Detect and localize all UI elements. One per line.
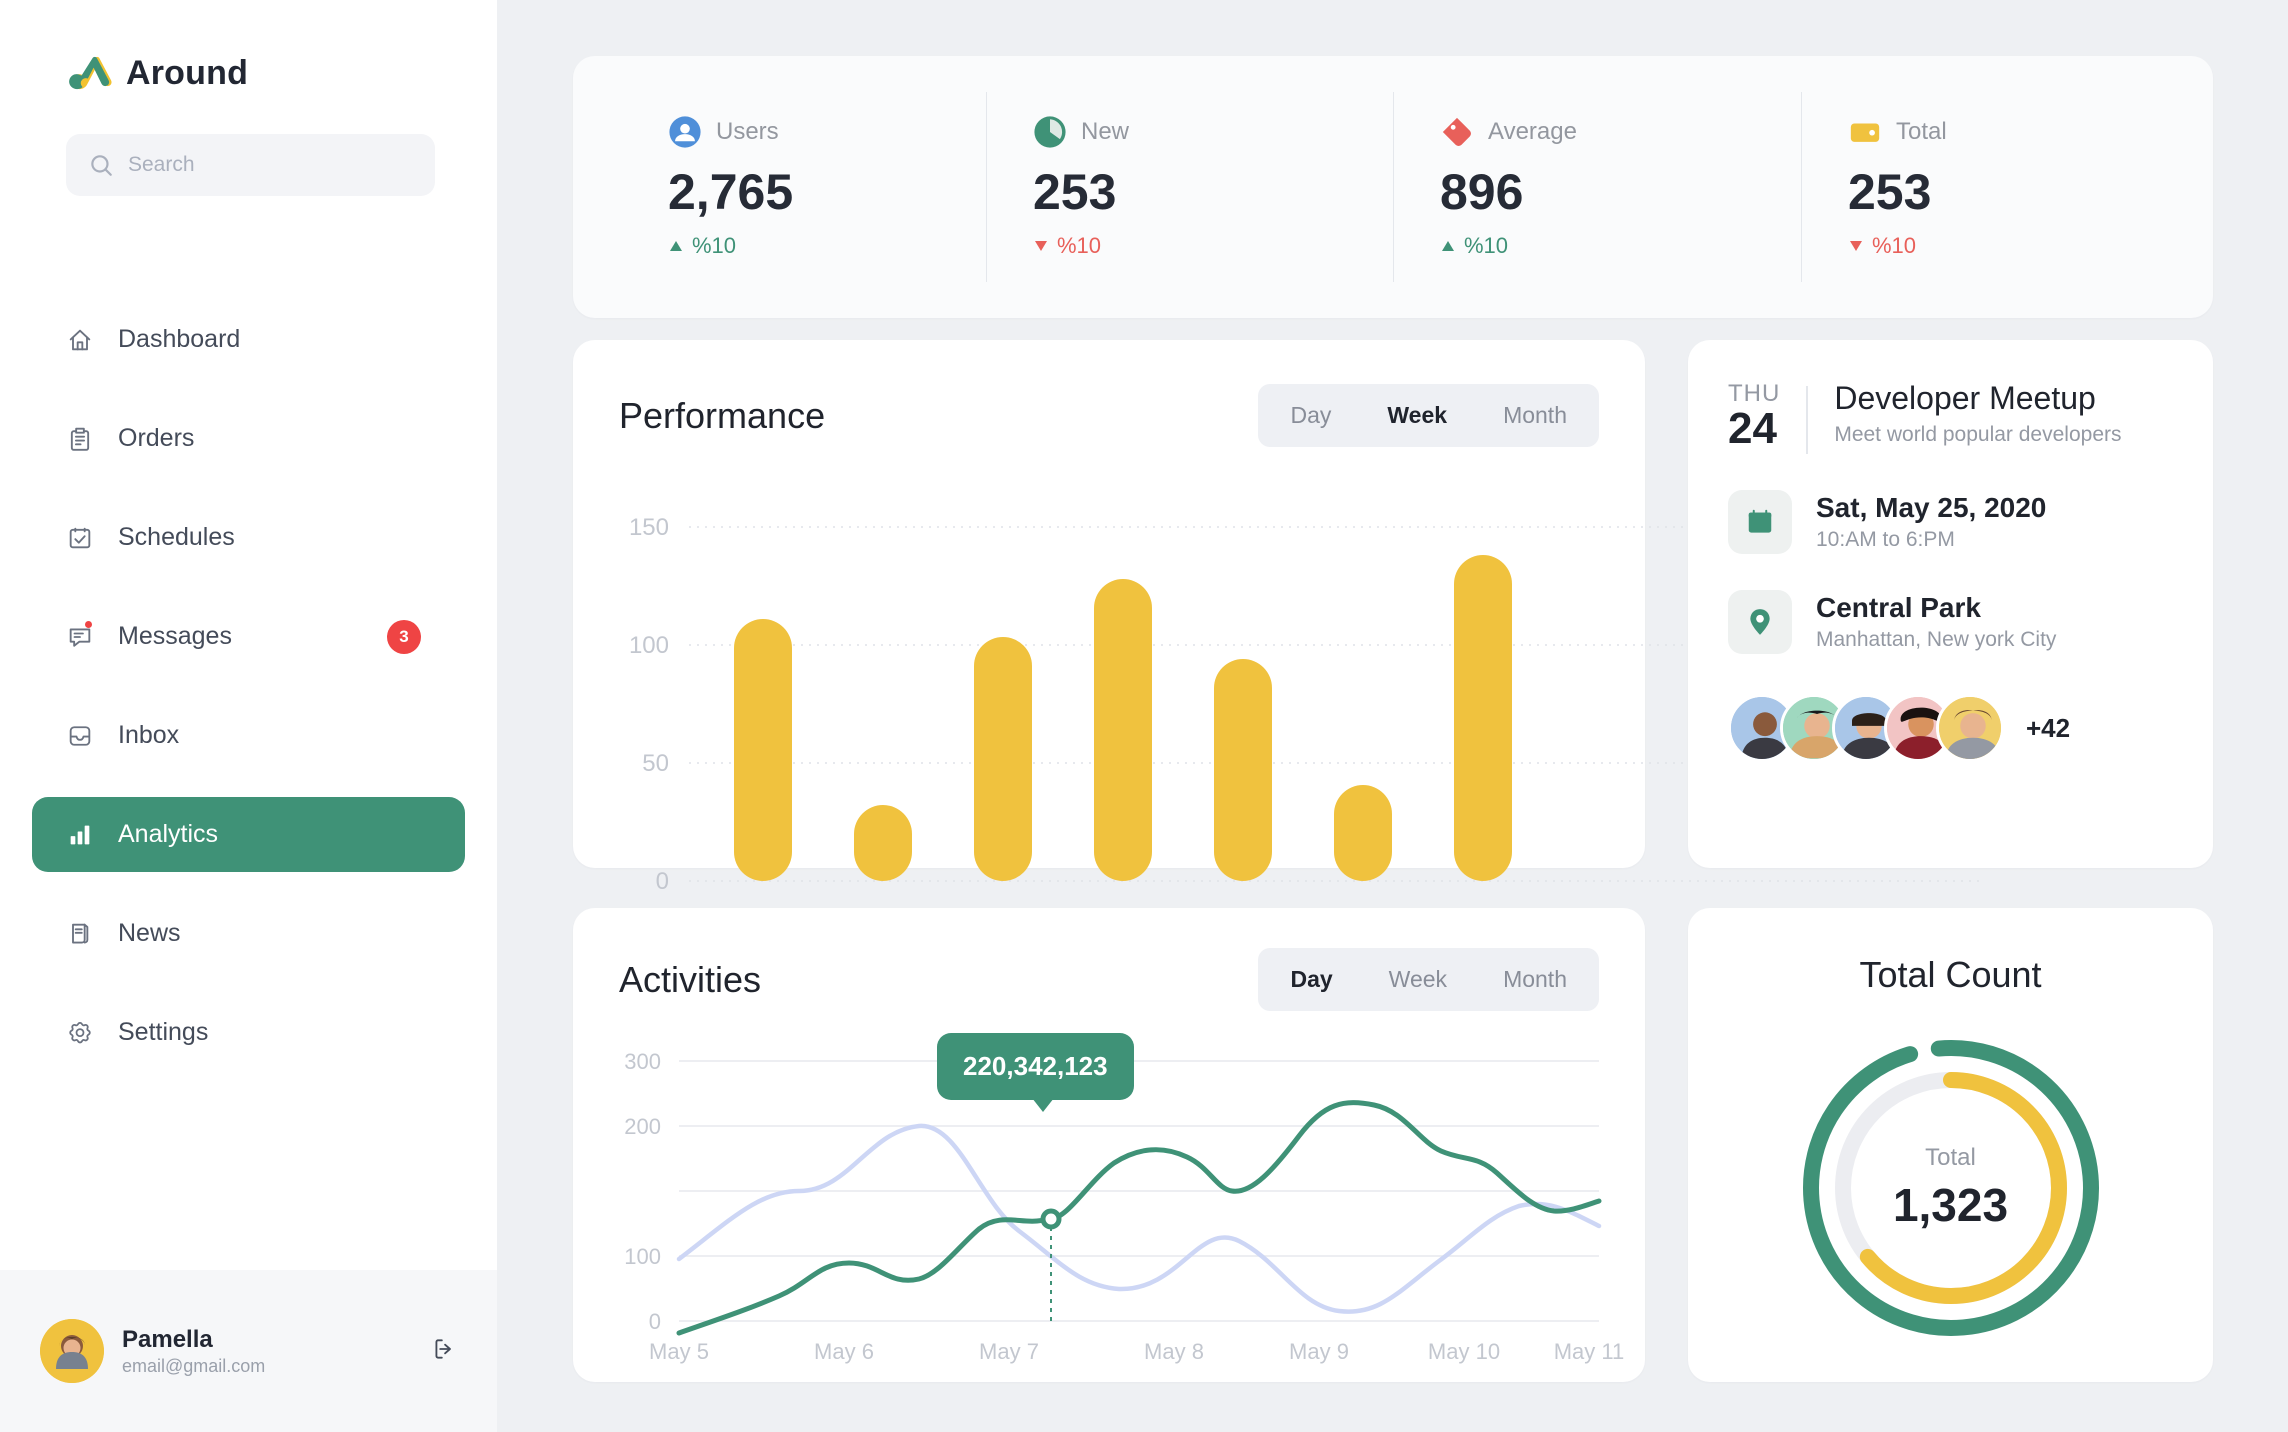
svg-text:150: 150 bbox=[629, 514, 669, 541]
svg-text:May 9: May 9 bbox=[1289, 1339, 1349, 1364]
svg-text:May 8: May 8 bbox=[1144, 1339, 1204, 1364]
svg-text:0: 0 bbox=[656, 868, 669, 895]
svg-text:50: 50 bbox=[642, 750, 669, 777]
svg-text:200: 200 bbox=[624, 1114, 661, 1139]
svg-text:300: 300 bbox=[624, 1049, 661, 1074]
svg-text:May 7: May 7 bbox=[979, 1339, 1039, 1364]
svg-text:100: 100 bbox=[624, 1244, 661, 1269]
svg-text:May 11: May 11 bbox=[1554, 1339, 1625, 1364]
svg-text:May 5: May 5 bbox=[649, 1339, 709, 1364]
svg-text:May 10: May 10 bbox=[1428, 1339, 1500, 1364]
svg-text:100: 100 bbox=[629, 632, 669, 659]
svg-text:May 6: May 6 bbox=[814, 1339, 874, 1364]
svg-text:0: 0 bbox=[649, 1309, 661, 1334]
